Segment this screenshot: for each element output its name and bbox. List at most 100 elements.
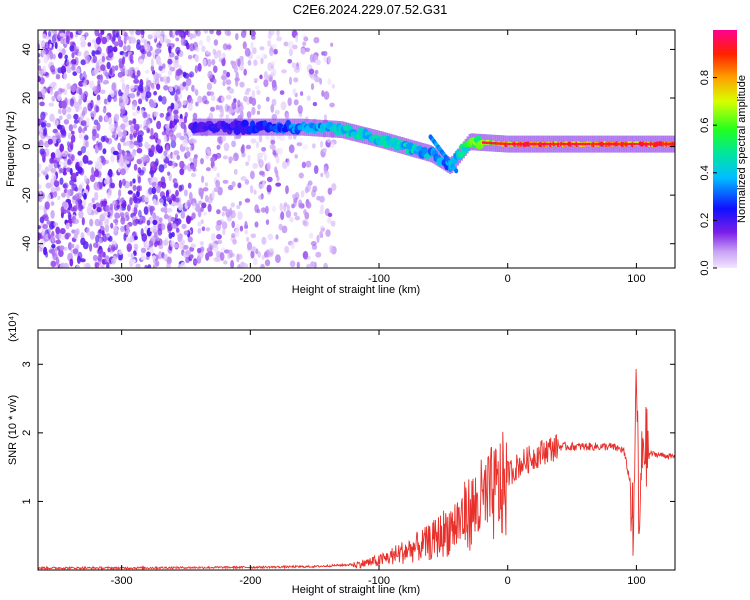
heatmap-noise-cell bbox=[211, 233, 216, 242]
heatmap-noise-cell bbox=[50, 30, 56, 34]
heatmap-ridge-core bbox=[632, 142, 634, 146]
heatmap-noise-cell bbox=[151, 181, 157, 188]
heatmap-noise-cell bbox=[197, 63, 202, 72]
heatmap-noise-cell bbox=[255, 141, 260, 149]
heatmap-noise-cell bbox=[146, 251, 151, 257]
heatmap-noise-cell bbox=[40, 111, 46, 121]
heatmap-noise-cell bbox=[108, 123, 115, 132]
x-tick-label: 100 bbox=[627, 273, 645, 285]
heatmap-noise-cell bbox=[216, 234, 222, 240]
heatmap-noise-cell bbox=[311, 143, 316, 149]
heatmap-ridge-core bbox=[536, 142, 538, 146]
heatmap-noise-cell bbox=[120, 77, 125, 83]
heatmap-noise-cell bbox=[196, 247, 202, 254]
heatmap-noise-cell bbox=[217, 239, 223, 245]
heatmap-noise-cell bbox=[101, 55, 106, 63]
heatmap-noise-cell bbox=[132, 219, 138, 226]
heatmap-noise-cell bbox=[124, 86, 130, 96]
heatmap-noise-cell bbox=[172, 223, 177, 229]
heatmap-noise-cell bbox=[102, 108, 107, 113]
heatmap-noise-cell bbox=[138, 135, 143, 143]
heatmap-noise-cell bbox=[194, 54, 199, 63]
heatmap-noise-cell bbox=[99, 89, 106, 95]
heatmap-noise-cell bbox=[59, 143, 64, 153]
heatmap-noise-cell bbox=[94, 218, 101, 227]
heatmap-noise-cell bbox=[244, 198, 251, 203]
heatmap-noise-cell bbox=[175, 46, 181, 55]
heatmap-noise-cell bbox=[121, 93, 127, 101]
heatmap-ridge-core bbox=[527, 142, 529, 146]
heatmap-noise-cell bbox=[124, 166, 129, 171]
heatmap-noise-cell bbox=[144, 225, 148, 232]
heatmap-noise-cell bbox=[217, 186, 223, 196]
heatmap-noise-cell bbox=[270, 68, 277, 77]
heatmap-noise-cell bbox=[252, 47, 257, 55]
heatmap-noise-cell bbox=[245, 161, 250, 167]
heatmap-ridge-core bbox=[658, 142, 660, 146]
heatmap-noise-cell bbox=[220, 96, 225, 102]
heatmap-noise-cell bbox=[191, 212, 196, 220]
heatmap-ridge-core bbox=[613, 142, 615, 146]
heatmap-noise-cell bbox=[42, 65, 47, 75]
heatmap-ridge-core bbox=[644, 142, 646, 146]
heatmap-noise-cell bbox=[207, 203, 212, 213]
heatmap-noise-cell bbox=[41, 40, 46, 48]
heatmap-noise-cell bbox=[235, 33, 239, 41]
heatmap-noise-cell bbox=[315, 59, 321, 65]
heatmap-noise-cell bbox=[69, 31, 74, 39]
heatmap-noise-cell bbox=[114, 113, 119, 121]
heatmap-noise-cell bbox=[103, 220, 109, 227]
heatmap-noise-cell bbox=[154, 231, 158, 239]
heatmap-noise-cell bbox=[239, 225, 244, 232]
heatmap-noise-cell bbox=[221, 211, 225, 217]
heatmap-noise-cell bbox=[129, 234, 135, 243]
heatmap-noise-cell bbox=[66, 113, 72, 120]
heatmap-noise-cell bbox=[263, 79, 269, 88]
heatmap-noise-cell bbox=[174, 93, 178, 102]
heatmap-noise-cell bbox=[180, 184, 185, 191]
y-tick-label: 40 bbox=[21, 43, 33, 55]
heatmap-noise-cell bbox=[134, 235, 138, 241]
heatmap-ridge-layer bbox=[188, 118, 675, 175]
heatmap-noise-cell bbox=[59, 177, 64, 185]
heatmap-noise-cell bbox=[83, 135, 89, 141]
heatmap-noise-cell bbox=[266, 184, 272, 193]
heatmap-ridge-core bbox=[582, 142, 584, 146]
heatmap-noise-cell bbox=[169, 30, 173, 38]
heatmap-noise-cell bbox=[47, 30, 52, 37]
heatmap-noise-cell bbox=[153, 111, 158, 117]
heatmap-noise-cell bbox=[98, 115, 103, 123]
heatmap-noise-cell bbox=[138, 98, 143, 105]
heatmap-noise-cell bbox=[263, 71, 268, 80]
heatmap-noise-cell bbox=[188, 97, 194, 105]
heatmap-noise-cell bbox=[253, 257, 258, 266]
heatmap-noise-cell bbox=[117, 71, 124, 78]
heatmap-noise-cell bbox=[275, 155, 280, 164]
heatmap-ridge-core bbox=[561, 142, 564, 146]
heatmap-noise-cell bbox=[250, 138, 257, 144]
heatmap-noise-cell bbox=[99, 225, 105, 234]
heatmap-noise-cell bbox=[141, 53, 145, 60]
heatmap-noise-cell bbox=[205, 227, 211, 232]
heatmap-noise-cell bbox=[86, 205, 93, 215]
heatmap-noise-cell bbox=[293, 77, 299, 83]
heatmap-noise-cell bbox=[276, 36, 282, 42]
figure-title: C2E6.2024.229.07.52.G31 bbox=[293, 2, 448, 17]
heatmap-ridge-core bbox=[626, 142, 628, 146]
heatmap-noise-cell bbox=[120, 212, 125, 218]
heatmap-noise-cell bbox=[298, 172, 304, 179]
heatmap-noise-cell bbox=[85, 141, 89, 148]
heatmap-noise-cell bbox=[101, 157, 106, 166]
heatmap-noise-cell bbox=[139, 123, 143, 129]
heatmap-ridge-core bbox=[596, 142, 598, 146]
heatmap-noise-cell bbox=[179, 160, 185, 169]
heatmap-noise-cell bbox=[265, 219, 270, 226]
heatmap-noise-cell bbox=[226, 212, 231, 218]
heatmap-noise-cell bbox=[221, 57, 226, 67]
heatmap-ridge-core bbox=[497, 142, 499, 145]
heatmap-noise-cell bbox=[116, 125, 122, 134]
heatmap-ridge-core bbox=[491, 141, 493, 145]
heatmap-noise-cell bbox=[114, 30, 120, 38]
heatmap-noise-cell bbox=[308, 232, 314, 239]
heatmap-noise-cell bbox=[131, 258, 136, 264]
